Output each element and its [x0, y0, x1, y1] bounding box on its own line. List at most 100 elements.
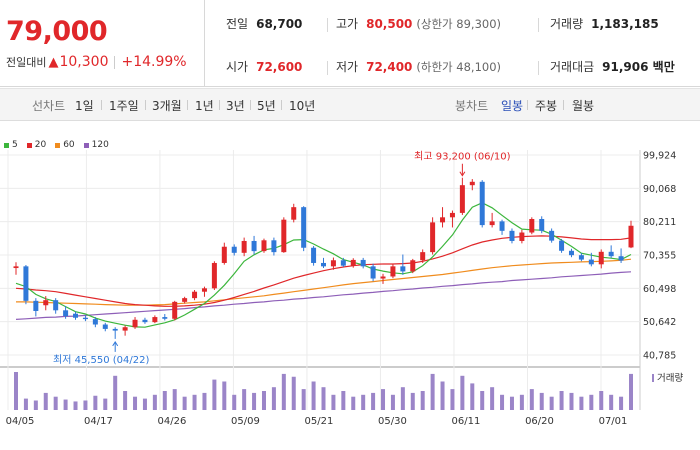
volume-bar: [93, 395, 98, 410]
low-annotation: 최저 45,550 (04/22): [53, 354, 149, 366]
volume-bar: [589, 394, 594, 410]
high-label: 고가: [336, 17, 359, 31]
candle-body: [231, 246, 237, 253]
legend-label: 20: [34, 140, 47, 150]
volume-bar: [390, 394, 395, 410]
x-tick-label: 05/09: [231, 416, 260, 427]
volume-bar: [103, 398, 108, 410]
candle-body: [420, 252, 426, 261]
legend-item-ma20: 20: [26, 140, 47, 150]
candle-body: [459, 185, 465, 213]
volume-bar: [509, 396, 514, 410]
candle-body: [132, 319, 138, 328]
tab-period-1d[interactable]: 1일: [75, 99, 94, 113]
legend-item-ma120: 120: [83, 140, 109, 150]
volume-bar: [261, 391, 266, 410]
volume-bar: [142, 398, 147, 410]
candle-body: [539, 218, 545, 231]
amount-label: 거래대금: [550, 60, 595, 74]
candle-body: [469, 181, 475, 186]
tab-divider: [187, 100, 188, 110]
y-tick-label: 50,642: [643, 317, 676, 328]
tab-daily-candle[interactable]: 일봉: [501, 99, 524, 113]
candle-body: [281, 219, 287, 253]
volume-bar: [83, 400, 88, 410]
lower-limit: (하한가 48,100): [416, 59, 502, 74]
high-cell: 고가 80,500 (상한가 89,300): [336, 15, 501, 32]
change-value: 10,300: [59, 54, 109, 70]
tab-period-3y[interactable]: 3년: [226, 99, 245, 113]
candle-body: [489, 221, 495, 226]
price-summary: 79,000 전일대비 ▲ 10,300 +14.99% 전일 68,700 고…: [0, 0, 700, 87]
volume-bar: [381, 389, 386, 410]
open-cell: 시가 72,600: [226, 58, 302, 75]
candle-body: [291, 207, 297, 220]
candle-body: [182, 298, 188, 302]
volume-bar: [599, 391, 604, 410]
tab-divider: [250, 100, 251, 110]
candle-body: [519, 232, 525, 241]
candle-body: [122, 327, 128, 331]
tab-line-chart[interactable]: 선차트: [32, 99, 66, 113]
volume-bar: [212, 379, 217, 410]
candle-body: [142, 319, 148, 323]
volume-bar: [23, 398, 28, 410]
candle-body: [112, 328, 118, 331]
prev-close-label: 전일: [226, 17, 249, 31]
chart-period-tabs: 선차트 1일 1주일 3개월 1년 3년 5년 10년 봉차트 일봉 주봉 월봉: [0, 88, 700, 121]
candle-body: [410, 260, 416, 272]
volume-bar: [519, 394, 524, 410]
candle-body: [23, 266, 29, 301]
candle-body: [102, 324, 108, 329]
tab-period-10y[interactable]: 10년: [289, 99, 316, 113]
x-tick-label: 04/05: [6, 416, 35, 427]
tab-period-3m[interactable]: 3개월: [152, 99, 182, 113]
volume-bar: [490, 387, 495, 410]
legend-label: 60: [63, 140, 75, 150]
candle-body: [301, 207, 307, 248]
volume-bar: [133, 396, 138, 410]
tab-monthly-candle[interactable]: 월봉: [572, 99, 595, 113]
x-tick-label: 06/11: [452, 416, 481, 427]
change-label: 전일대비: [6, 56, 47, 69]
candle-body: [598, 251, 604, 265]
volume-bar: [361, 394, 366, 410]
candle-body: [73, 313, 79, 318]
candle-body: [201, 288, 207, 292]
open-label: 시가: [226, 60, 249, 74]
candle-body: [321, 262, 326, 267]
tab-period-1y[interactable]: 1년: [195, 99, 214, 113]
volume-bar: [400, 387, 405, 410]
candle-body: [430, 222, 436, 253]
volume-bar: [113, 375, 118, 410]
volume-bar: [172, 389, 177, 410]
y-tick-label: 70,355: [643, 251, 676, 262]
volume-bar: [341, 391, 346, 410]
candle-body: [152, 317, 158, 323]
volume-bar: [440, 381, 445, 410]
divider: [538, 61, 539, 75]
tab-period-5y[interactable]: 5년: [257, 99, 276, 113]
tab-period-1w[interactable]: 1주일: [109, 99, 139, 113]
candle-body: [608, 251, 614, 257]
divider: [327, 61, 328, 75]
candle-body: [261, 240, 267, 252]
volume-bar: [43, 392, 48, 410]
ma120-line: [15, 271, 632, 320]
high-value: 80,500: [366, 16, 413, 31]
prev-close-cell: 전일 68,700: [226, 15, 302, 32]
volume-bar: [53, 396, 58, 410]
candle-body: [340, 260, 346, 266]
current-price: 79,000: [6, 16, 108, 47]
candle-body: [529, 218, 535, 233]
volume-bar: [529, 389, 534, 410]
up-triangle-icon: ▲: [48, 54, 59, 70]
volume-bar: [14, 372, 18, 410]
tab-weekly-candle[interactable]: 주봉: [535, 99, 558, 113]
high-annotation: 최고 93,200 (06/10): [414, 151, 510, 163]
tab-candle-chart[interactable]: 봉차트: [455, 99, 489, 113]
change-rate: +14.99%: [121, 54, 187, 70]
volume-bar: [152, 394, 157, 410]
volume-bar: [63, 399, 68, 410]
